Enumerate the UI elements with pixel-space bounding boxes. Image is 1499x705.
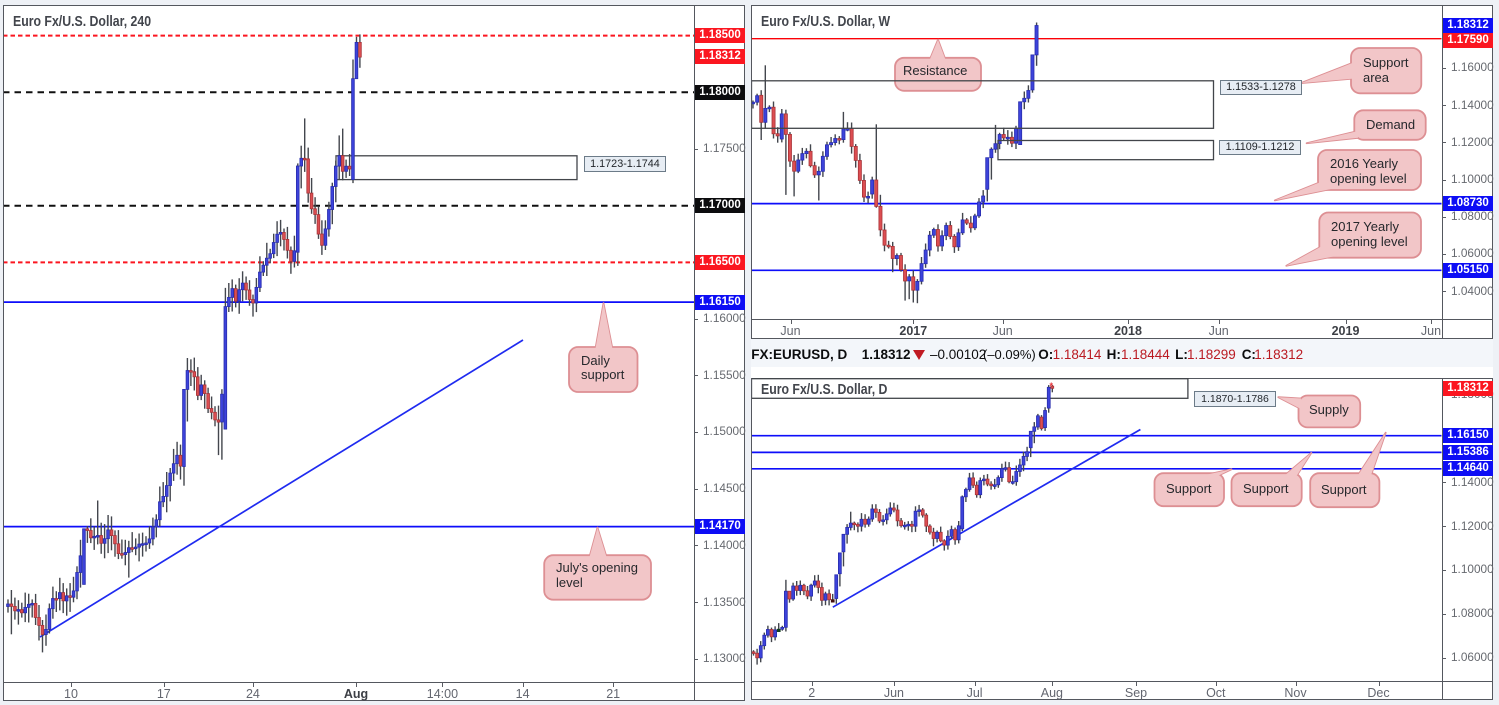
svg-text:*: *	[1050, 381, 1054, 391]
